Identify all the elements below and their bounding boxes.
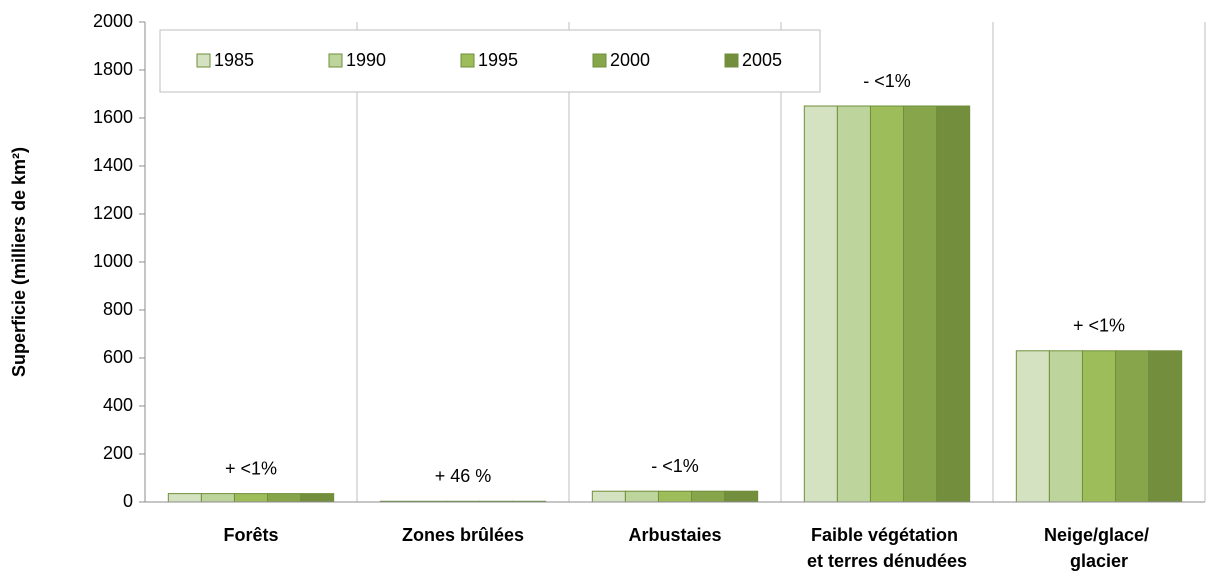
y-tick-label: 1000 <box>93 251 133 271</box>
legend-label: 1985 <box>214 50 254 70</box>
legend-swatch <box>196 53 211 68</box>
x-tick-label: Zones brûlées <box>402 525 524 545</box>
legend-swatch <box>328 53 343 68</box>
bar <box>167 493 202 503</box>
bar <box>903 105 938 503</box>
bar <box>1115 350 1150 503</box>
y-tick-label: 1800 <box>93 59 133 79</box>
y-tick-label: 200 <box>103 443 133 463</box>
legend-label: 2000 <box>610 50 650 70</box>
bar <box>267 493 302 503</box>
x-tick-label: Arbustaies <box>628 525 721 545</box>
legend-label: 2005 <box>742 50 782 70</box>
annotation: + <1% <box>225 458 277 478</box>
y-tick-label: 1400 <box>93 155 133 175</box>
bar <box>836 105 871 503</box>
y-tick-label: 1200 <box>93 203 133 223</box>
legend-swatch <box>592 53 607 68</box>
bar <box>233 493 269 503</box>
y-tick-label: 0 <box>123 491 133 511</box>
x-tick-label: Faible végétation et terres dénudées <box>807 525 967 571</box>
bar <box>869 105 905 503</box>
legend-swatch <box>460 53 475 68</box>
legend-box <box>159 29 821 93</box>
bar <box>724 490 759 503</box>
y-tick-label: 400 <box>103 395 133 415</box>
annotation: - <1% <box>651 456 699 476</box>
y-tick-label: 600 <box>103 347 133 367</box>
legend-label: 1990 <box>346 50 386 70</box>
bar <box>657 490 693 503</box>
bar <box>591 490 626 503</box>
legend-swatch <box>724 53 739 68</box>
bar <box>803 105 838 503</box>
bar <box>300 493 335 503</box>
bar <box>936 105 971 503</box>
annotation: + <1% <box>1073 316 1125 336</box>
bar <box>624 490 659 503</box>
annotation: + 46 % <box>435 466 492 486</box>
y-tick-label: 1600 <box>93 107 133 127</box>
legend-label: 1995 <box>478 50 518 70</box>
bar <box>1081 350 1117 503</box>
y-tick-label: 2000 <box>93 11 133 31</box>
y-axis-label: Superficie (milliers de km²) <box>9 147 29 377</box>
y-tick-label: 800 <box>103 299 133 319</box>
x-tick-label: Neige/glace/ glacier <box>1044 525 1154 571</box>
bar <box>200 493 235 503</box>
annotation: - <1% <box>863 71 911 91</box>
bar <box>691 490 726 503</box>
x-tick-label: Forêts <box>223 525 278 545</box>
bar <box>1015 350 1050 503</box>
bar <box>1148 350 1183 503</box>
bar <box>1048 350 1083 503</box>
